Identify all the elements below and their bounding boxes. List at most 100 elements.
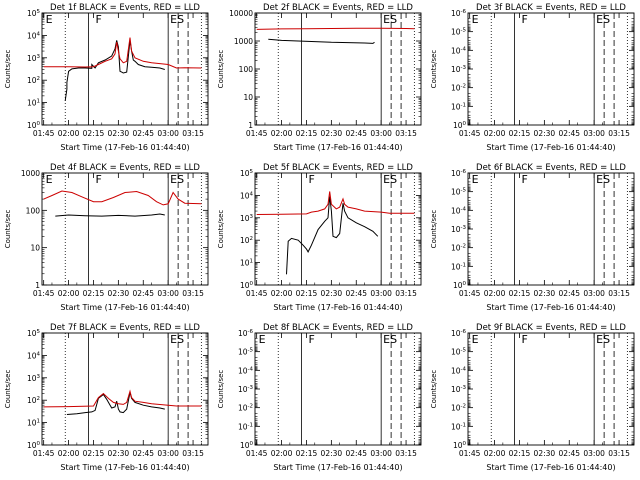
x-tick-label: 02:45 — [558, 289, 580, 298]
marker-f: F — [95, 173, 101, 186]
x-axis-label: Start Time (17-Feb-16 01:44:40) — [273, 143, 402, 152]
panel-title: Det 1f BLACK = Events, RED = LLD — [50, 3, 200, 13]
x-tick-label: 02:00 — [271, 289, 293, 298]
y-tick-label: 10-5 — [451, 28, 467, 37]
x-tick-label: 02:30 — [321, 129, 343, 138]
y-tick-label: 10-3 — [451, 225, 467, 234]
marker-e: E — [472, 173, 479, 186]
x-tick-label: 01:45 — [459, 129, 481, 138]
x-tick-label: 02:45 — [345, 129, 367, 138]
y-tick-label: 100 — [240, 281, 254, 290]
x-tick-label: 02:45 — [132, 449, 154, 458]
x-tick-label: 01:45 — [33, 289, 55, 298]
x-tick-label: 02:00 — [58, 449, 80, 458]
y-tick-label: 10-5 — [451, 188, 467, 197]
marker-e: E — [46, 13, 53, 26]
y-tick-label: 105 — [240, 169, 254, 178]
y-tick-label: 100 — [453, 441, 467, 450]
y-tick-label: 10-3 — [451, 65, 467, 74]
x-tick-label: 03:00 — [370, 449, 392, 458]
x-tick-label: 02:15 — [83, 449, 105, 458]
y-tick-label: 10-4 — [451, 46, 467, 55]
x-tick-label: 02:15 — [296, 449, 318, 458]
panel-det-6: Det 6f BLACK = Events, RED = LLD Counts/s… — [430, 163, 635, 312]
x-tick-label: 02:00 — [484, 289, 506, 298]
plot-frame — [254, 332, 422, 446]
marker-es: ES — [383, 13, 397, 26]
series-lld — [43, 190, 202, 206]
x-tick-label: 01:45 — [459, 289, 481, 298]
y-axis-label: Counts/sec — [217, 50, 225, 89]
x-axis-label: Start Time (17-Feb-16 01:44:40) — [486, 143, 615, 152]
panel-title: Det 2f BLACK = Events, RED = LLD — [263, 3, 413, 13]
plot-frame — [41, 332, 209, 446]
marker-es: ES — [596, 173, 610, 186]
marker-e: E — [472, 333, 479, 346]
x-tick-label: 03:15 — [395, 289, 417, 298]
x-tick-label: 03:15 — [608, 289, 630, 298]
y-axis-label: Counts/sec — [4, 210, 12, 249]
x-tick-label: 02:15 — [83, 129, 105, 138]
y-tick-label: 10 — [243, 93, 253, 102]
panel-det-3: Det 3f BLACK = Events, RED = LLD Counts/s… — [430, 3, 635, 152]
x-tick-label: 03:15 — [395, 449, 417, 458]
x-tick-label: 02:15 — [509, 449, 531, 458]
marker-e: E — [472, 13, 479, 26]
panel-title: Det 3f BLACK = Events, RED = LLD — [476, 3, 626, 13]
marker-f: F — [521, 173, 527, 186]
x-tick-label: 02:15 — [296, 289, 318, 298]
marker-es: ES — [383, 333, 397, 346]
y-tick-label: 10-3 — [451, 385, 467, 394]
panel-det-5: Det 5f BLACK = Events, RED = LLD Counts/s… — [217, 163, 422, 312]
x-tick-label: 02:30 — [534, 449, 556, 458]
marker-es: ES — [170, 13, 184, 26]
x-tick-label: 02:00 — [271, 449, 293, 458]
series-events — [286, 196, 379, 275]
panel-title: Det 8f BLACK = Events, RED = LLD — [263, 323, 413, 333]
panel-title: Det 5f BLACK = Events, RED = LLD — [263, 163, 413, 173]
series-events — [268, 38, 375, 44]
x-tick-label: 02:15 — [509, 129, 531, 138]
y-tick-label: 10-1 — [238, 422, 253, 431]
y-tick-label: 104 — [27, 351, 41, 360]
y-axis-label: Counts/sec — [217, 210, 225, 249]
x-axis-label: Start Time (17-Feb-16 01:44:40) — [60, 303, 189, 312]
y-axis-label: Counts/sec — [4, 370, 12, 409]
x-tick-label: 03:00 — [157, 449, 179, 458]
y-tick-label: 10-4 — [451, 206, 467, 215]
x-tick-label: 03:00 — [583, 449, 605, 458]
x-axis-label: Start Time (17-Feb-16 01:44:40) — [486, 463, 615, 472]
y-tick-label: 102 — [27, 396, 40, 405]
x-tick-label: 03:00 — [370, 289, 392, 298]
series-lld — [43, 389, 202, 408]
y-tick-label: 103 — [240, 214, 254, 223]
x-axis-label: Start Time (17-Feb-16 01:44:40) — [486, 303, 615, 312]
x-tick-label: 02:15 — [509, 289, 531, 298]
y-tick-label: 10-5 — [451, 348, 467, 357]
panel-det-8: Det 8f BLACK = Events, RED = LLD Counts/s… — [217, 323, 422, 472]
y-tick-label: 10-1 — [451, 102, 466, 111]
x-tick-label: 01:45 — [459, 449, 481, 458]
y-tick-label: 10-2 — [451, 84, 466, 93]
panel-title: Det 9f BLACK = Events, RED = LLD — [476, 323, 626, 333]
plot-frame — [467, 332, 635, 446]
y-tick-label: 10 — [30, 244, 40, 253]
panel-title: Det 4f BLACK = Events, RED = LLD — [50, 163, 200, 173]
y-tick-label: 100 — [453, 281, 467, 290]
x-axis-label: Start Time (17-Feb-16 01:44:40) — [273, 463, 402, 472]
y-tick-label: 100 — [27, 441, 41, 450]
y-tick-label: 105 — [27, 329, 41, 338]
x-tick-label: 02:30 — [321, 449, 343, 458]
x-tick-label: 02:00 — [484, 449, 506, 458]
panel-title: Det 7f BLACK = Events, RED = LLD — [50, 323, 200, 333]
x-tick-label: 03:15 — [608, 129, 630, 138]
plot-frame — [41, 12, 209, 126]
series-lld — [256, 27, 415, 30]
y-tick-label: 10-3 — [238, 385, 254, 394]
x-tick-label: 03:00 — [157, 129, 179, 138]
plot-frame — [467, 12, 635, 126]
x-tick-label: 02:00 — [484, 129, 506, 138]
y-tick-label: 100 — [27, 121, 41, 130]
y-tick-label: 102 — [27, 76, 40, 85]
x-axis-label: Start Time (17-Feb-16 01:44:40) — [273, 303, 402, 312]
